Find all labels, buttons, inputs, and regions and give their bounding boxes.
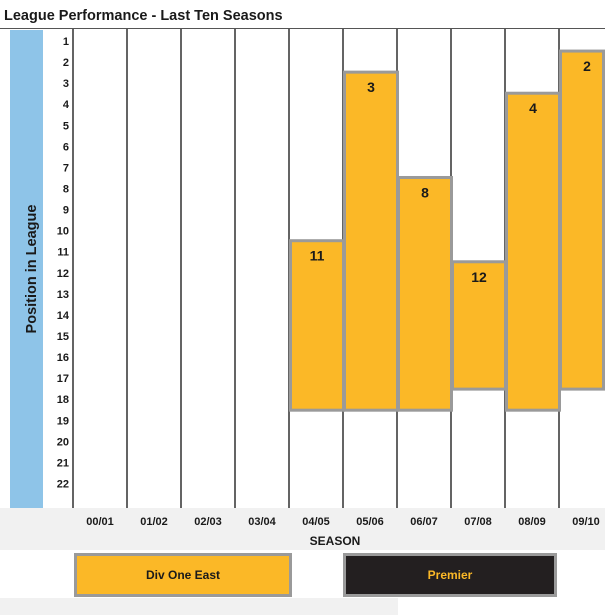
legend-label-premier: Premier	[427, 568, 473, 582]
y-tick-label: 1	[63, 36, 69, 48]
y-tick-label: 18	[57, 394, 69, 406]
y-tick-label: 13	[57, 289, 69, 301]
y-tick-label: 3	[63, 78, 69, 90]
x-tick-label: 02/03	[194, 516, 222, 528]
x-axis-band	[0, 508, 605, 550]
bar-label-07-08: 12	[471, 269, 487, 285]
x-tick-label: 07/08	[464, 516, 492, 528]
bar-label-08-09: 4	[529, 100, 537, 116]
x-tick-label: 06/07	[410, 516, 438, 528]
y-tick-label: 12	[57, 268, 69, 280]
bar-08-09	[505, 91, 561, 412]
y-tick-label: 16	[57, 352, 69, 364]
bar-label-05-06: 3	[367, 79, 375, 95]
x-tick-label: 09/10	[572, 516, 600, 528]
bar-06-07	[397, 175, 453, 412]
bar-label-09-10: 2	[583, 58, 591, 74]
y-tick-label: 5	[63, 120, 69, 132]
y-tick-label: 17	[57, 373, 69, 385]
x-tick-label: 01/02	[140, 516, 168, 528]
legend-div-one-east: Div One East	[74, 553, 292, 597]
y-tick-label: 22	[57, 478, 69, 490]
legend-premier: Premier	[343, 553, 557, 597]
y-tick-label: 20	[57, 436, 69, 448]
bar-label-04-05: 11	[310, 248, 325, 264]
y-tick-label: 9	[63, 205, 69, 217]
bar-09-10	[559, 49, 605, 391]
y-tick-label: 4	[63, 99, 70, 111]
chart-title: League Performance - Last Ten Seasons	[4, 8, 283, 24]
legend-label-div-one-east: Div One East	[145, 568, 221, 582]
x-tick-label: 03/04	[248, 516, 276, 528]
y-tick-label: 15	[57, 331, 69, 343]
x-tick-label: 04/05	[302, 516, 330, 528]
y-tick-label: 14	[57, 310, 70, 322]
y-tick-label: 10	[57, 226, 69, 238]
y-tick-label: 8	[63, 183, 69, 195]
bar-series: 11 3 8 12 4 2	[289, 49, 605, 412]
y-tick-label: 19	[57, 415, 69, 427]
x-tick-label: 00/01	[86, 516, 114, 528]
bar-05-06	[343, 70, 399, 412]
y-axis-label-band	[10, 30, 43, 508]
y-tick-label: 21	[57, 457, 69, 469]
x-tick-label: 08/09	[518, 516, 546, 528]
footer-band	[0, 598, 398, 615]
bar-04-05	[289, 239, 345, 412]
y-tick-label: 6	[63, 141, 69, 153]
x-tick-labels: 00/01 01/02 02/03 03/04 04/05 05/06 06/07 07/08…	[86, 516, 600, 528]
x-tick-label: 05/06	[356, 516, 384, 528]
bar-label-06-07: 8	[421, 184, 429, 200]
x-axis-label: SEASON	[310, 534, 361, 548]
title-divider	[0, 28, 605, 29]
y-tick-label: 11	[57, 247, 69, 259]
y-tick-label: 7	[63, 162, 69, 174]
y-tick-label: 2	[63, 57, 69, 69]
